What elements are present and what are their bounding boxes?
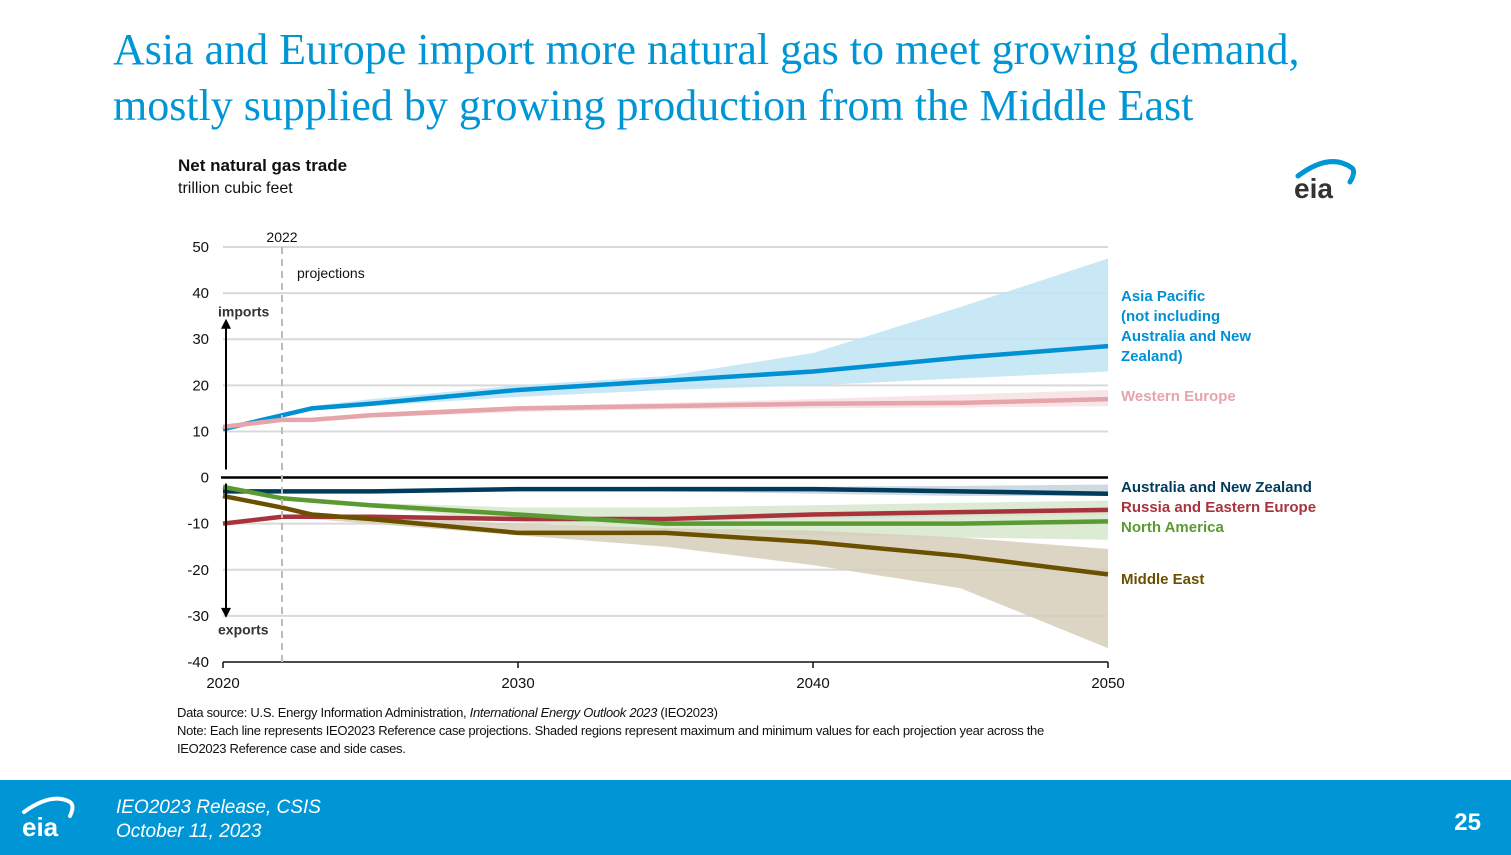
footer-date: October 11, 2023 <box>116 821 262 842</box>
svg-text:eia: eia <box>22 812 59 842</box>
y-tick-label: 30 <box>192 331 209 348</box>
range-band <box>223 258 1108 430</box>
series-label: Middle East <box>1121 571 1204 588</box>
chart-area: Asia Pacific (not including Australia and … <box>187 229 1316 692</box>
x-tick-label: 2020 <box>206 675 239 692</box>
page-number: 25 <box>1454 809 1481 836</box>
y-tick-label: 0 <box>201 470 209 487</box>
chart-title: Net natural gas trade <box>178 156 348 175</box>
exports-arrowhead <box>221 607 231 618</box>
eia-footer-logo-icon: eia <box>22 796 75 842</box>
data-source: Data source: U.S. Energy Information Adm… <box>177 705 718 720</box>
x-tick-label: 2030 <box>501 675 534 692</box>
y-tick-label: 40 <box>192 285 209 302</box>
slide-title-line-2: mostly supplied by growing production fr… <box>113 81 1194 130</box>
series-label: (not including <box>1121 308 1220 325</box>
eia-logo-text: eia <box>1294 173 1333 202</box>
note-line-2: IEO2023 Reference case and side cases. <box>177 741 406 756</box>
series-labels: Asia Pacific (not including Australia and … <box>1121 288 1316 588</box>
axes <box>221 476 1109 668</box>
series-label: Australia and New <box>1121 328 1251 345</box>
range-bands <box>223 258 1108 649</box>
y-tick-label: -10 <box>187 516 209 533</box>
series-line <box>222 396 1109 430</box>
series-line <box>223 486 1109 496</box>
range-band <box>223 486 1108 540</box>
series-line <box>222 493 1109 577</box>
series-line <box>222 484 1109 526</box>
range-band <box>223 496 1108 649</box>
series-line <box>222 507 1109 526</box>
y-tick-label: 20 <box>192 377 209 394</box>
chart-subtitle: trillion cubic feet <box>178 180 293 197</box>
y-tick-label: 10 <box>192 423 209 440</box>
series-label: North America <box>1121 519 1224 536</box>
y-tick-label: -40 <box>187 654 209 671</box>
y-tick-label: -30 <box>187 608 209 625</box>
footer-bar: eia IEO2023 Release, CSIS October 11, 20… <box>0 780 1511 855</box>
series-lines <box>222 343 1109 577</box>
series-label: Australia and New Zealand <box>1121 479 1312 496</box>
exports-label: exports <box>218 622 269 638</box>
series-line <box>222 343 1109 432</box>
y-tick-label: 50 <box>192 239 209 256</box>
imports-arrowhead <box>221 318 231 329</box>
footer-event: IEO2023 Release, CSIS <box>116 797 321 818</box>
annotations: 2022 projections imports exports <box>218 229 365 662</box>
projections-label: projections <box>297 265 365 281</box>
x-tick-label: 2050 <box>1091 675 1124 692</box>
footer-text: IEO2023 Release, CSIS October 11, 2023 <box>116 796 321 844</box>
x-tick-label: 2040 <box>796 675 829 692</box>
series-label: Russia and Eastern Europe <box>1121 499 1316 516</box>
footnotes: Data source: U.S. Energy Information Adm… <box>177 704 1044 758</box>
series-label: Western Europe <box>1121 388 1236 405</box>
eia-logo-icon: eia <box>1294 159 1357 202</box>
range-band <box>223 389 1108 427</box>
series-label: Zealand) <box>1121 348 1183 365</box>
imports-label: imports <box>218 304 270 320</box>
y-tick-label: -20 <box>187 562 209 579</box>
slide-title: Asia and Europe import more natural gas … <box>113 22 1493 134</box>
history-year-label: 2022 <box>266 229 297 245</box>
tick-labels: 50 40 30 20 10 0 -10 -20 -30 -40 2020 2030 2040 2050 <box>187 239 1124 692</box>
slide-title-line-1: Asia and Europe import more natural gas … <box>113 25 1300 74</box>
series-label: Asia Pacific <box>1121 288 1205 305</box>
note-line-1: Note: Each line represents IEO2023 Refer… <box>177 723 1044 738</box>
